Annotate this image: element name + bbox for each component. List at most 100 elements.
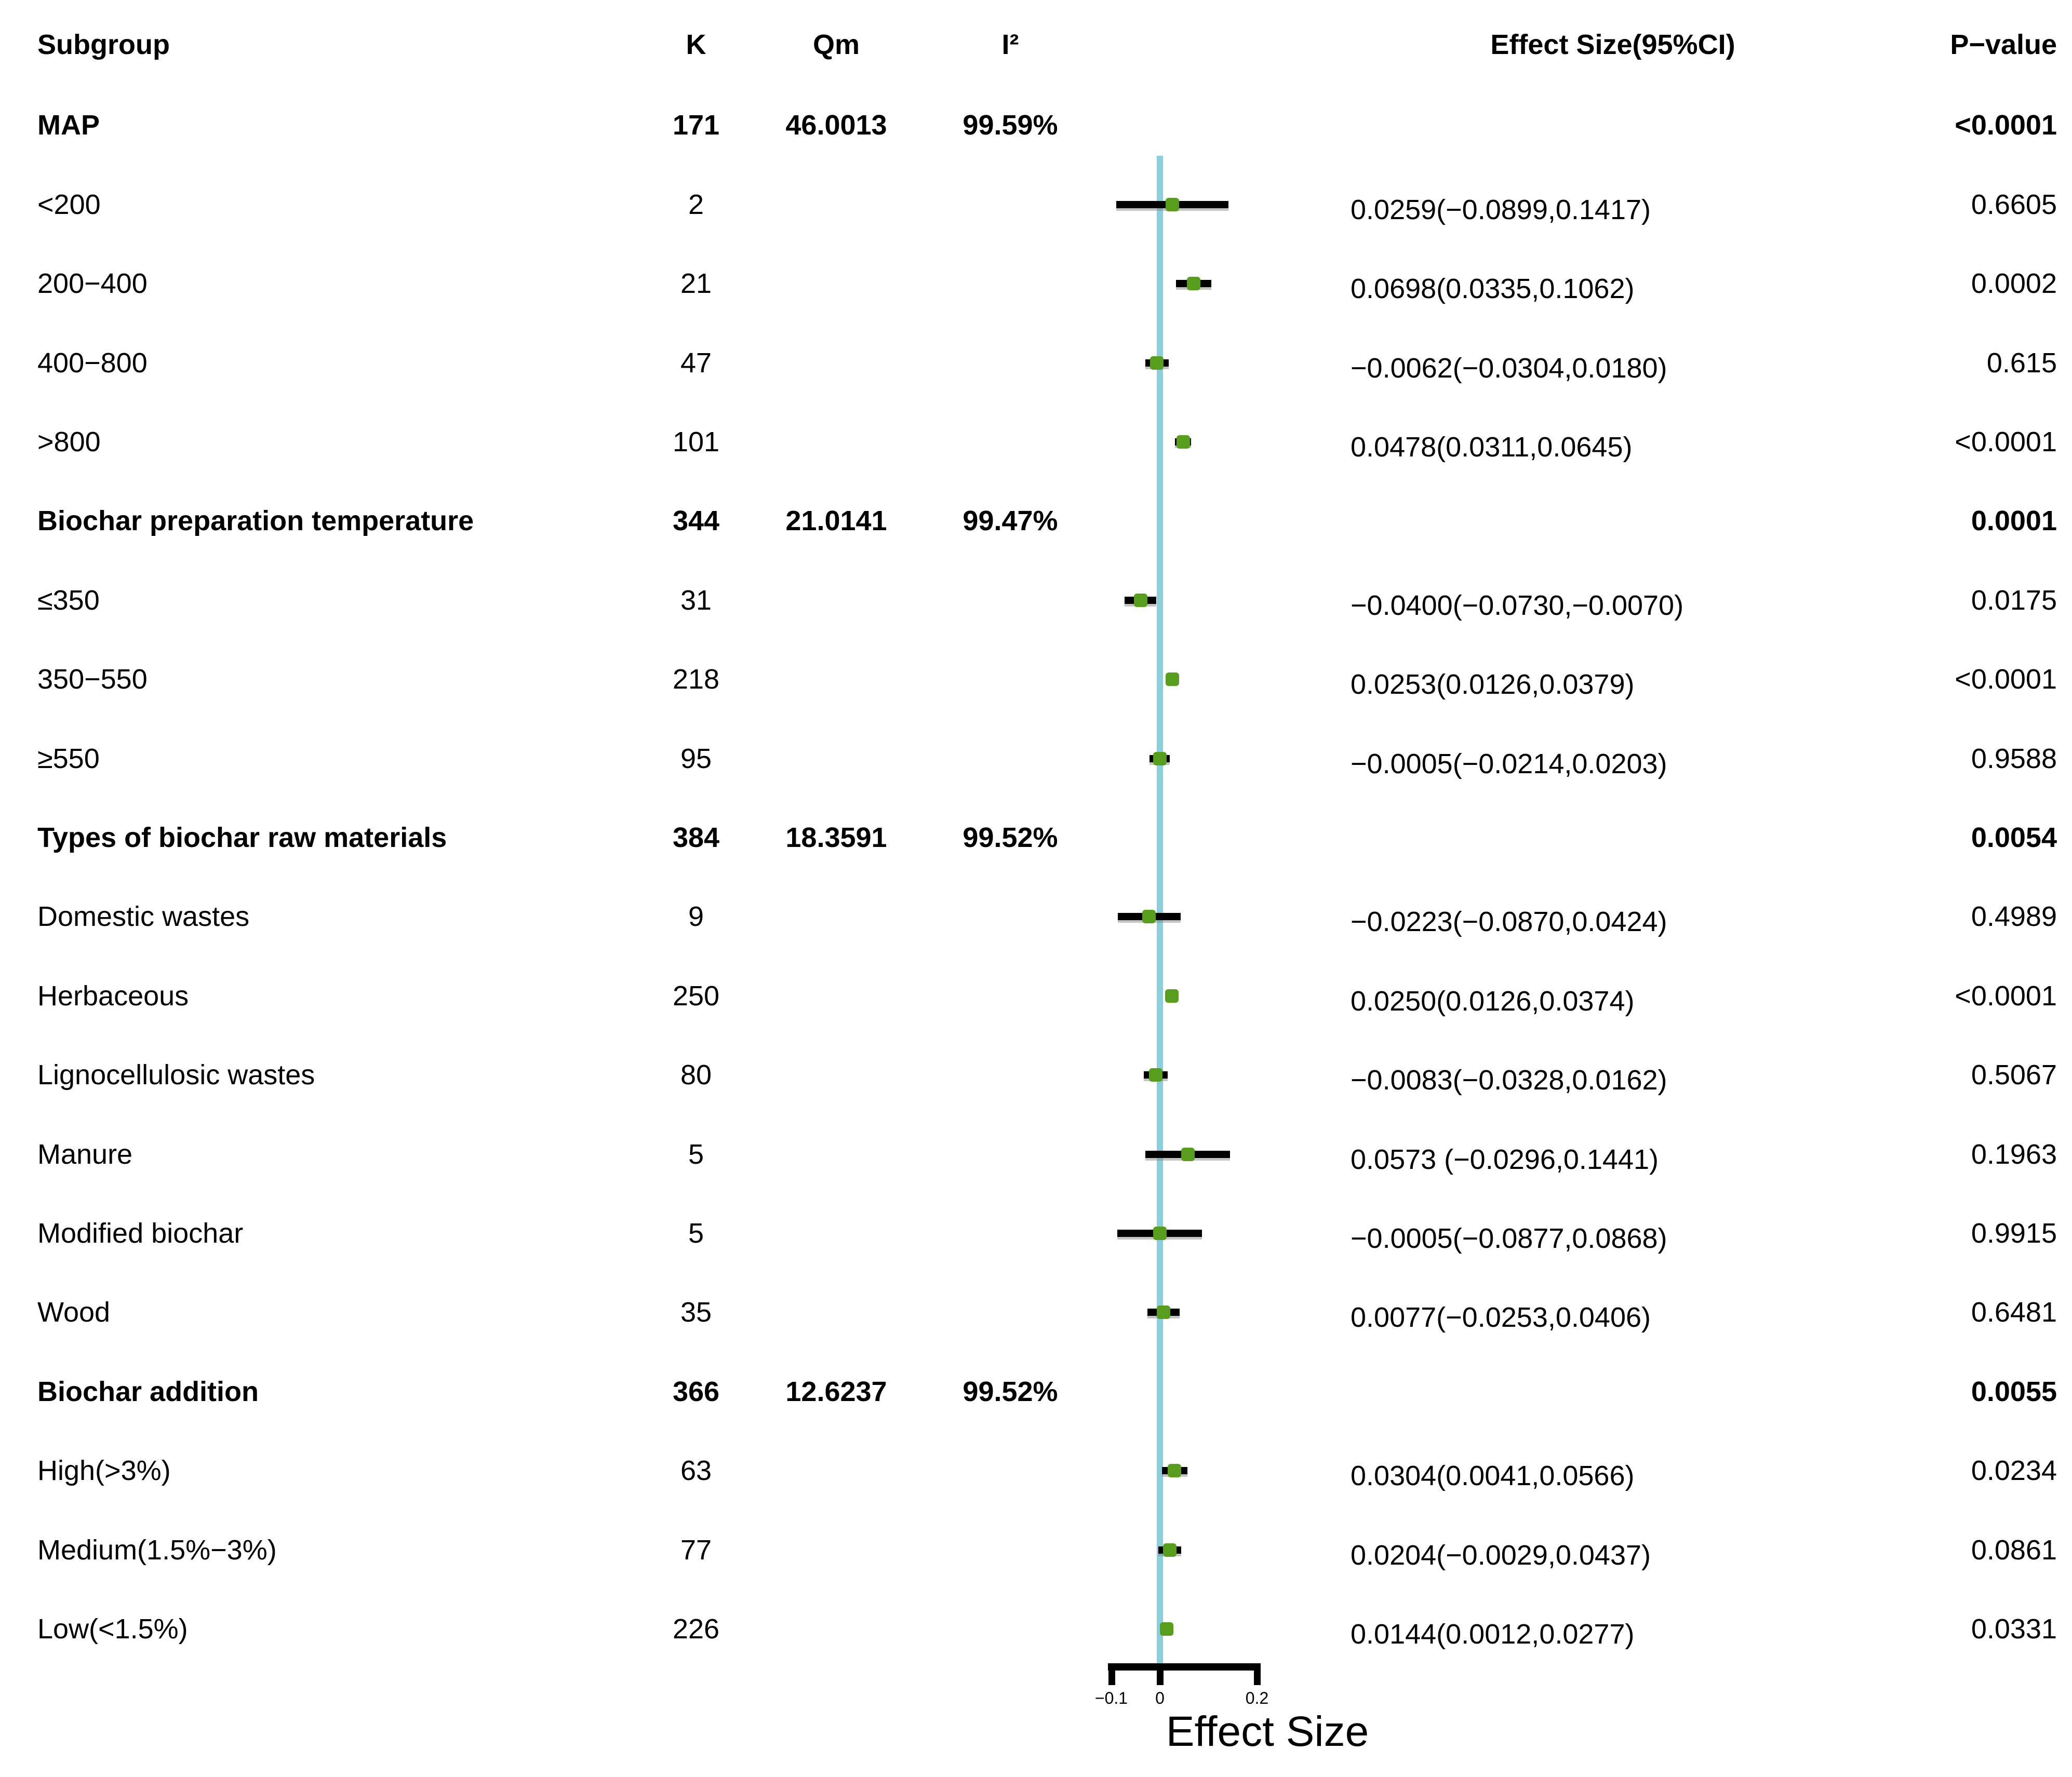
qm-value (753, 719, 919, 798)
qm-value: 18.3591 (785, 822, 887, 853)
subgroup-label: Manure (37, 1138, 133, 1170)
qm-value (753, 877, 919, 956)
forest-row: Lignocellulosic wastes 80 −0.0083(−0.0328,… (0, 1035, 2072, 1114)
p-value: 0.0001 (1971, 505, 2057, 537)
forest-row: >800 101 0.0478(0.0311,0.0645) <0.0001 (0, 402, 2072, 481)
k-value: 218 (672, 664, 720, 695)
k-value: 344 (672, 505, 720, 537)
effect-ci-text: −0.0005(−0.0877,0.0868) (1351, 1223, 1667, 1254)
p-value: 0.0002 (1971, 268, 2057, 300)
forest-row: ≤350 31 −0.0400(−0.0730,−0.0070) 0.0175 (0, 561, 2072, 640)
forest-row: Low(<1.5%) 226 0.0144(0.0012,0.0277) 0.0331 (0, 1590, 2072, 1668)
forest-row: Manure 5 0.0573 (−0.0296,0.1441) 0.1963 (0, 1115, 2072, 1194)
i2-value: 99.52% (963, 822, 1058, 853)
i2-value (925, 165, 1096, 244)
k-value: 80 (680, 1059, 712, 1091)
effect-ci-text: 0.0250(0.0126,0.0374) (1351, 985, 1635, 1017)
subgroup-label: Modified biochar (37, 1218, 244, 1249)
forest-row: 200−400 21 0.0698(0.0335,0.1062) 0.0002 (0, 244, 2072, 323)
p-value: 0.0054 (1971, 822, 2057, 853)
subgroup-label: Medium(1.5%−3%) (37, 1534, 277, 1566)
x-axis-title: Effect Size (1166, 1708, 1369, 1755)
forest-row: 350−550 218 0.0253(0.0126,0.0379) <0.0001 (0, 640, 2072, 719)
effect-ci-text: −0.0005(−0.0214,0.0203) (1351, 748, 1667, 779)
x-axis-line (1107, 1663, 1261, 1671)
p-value: 0.9588 (1971, 743, 2057, 774)
i2-value (925, 1115, 1096, 1194)
point-estimate-marker (1142, 910, 1156, 924)
point-estimate-marker (1166, 197, 1180, 211)
qm-value (753, 1273, 919, 1352)
effect-ci-text (1351, 91, 1875, 170)
subgroup-label: Low(<1.5%) (37, 1613, 188, 1645)
qm-value: 21.0141 (785, 505, 887, 537)
qm-value: 12.6237 (785, 1376, 887, 1407)
i2-value (925, 402, 1096, 481)
forest-row: Wood 35 0.0077(−0.0253,0.0406) 0.6481 (0, 1273, 2072, 1352)
qm-value (753, 402, 919, 481)
effect-ci-text: −0.0062(−0.0304,0.0180) (1351, 352, 1667, 384)
qm-value (753, 1431, 919, 1510)
point-estimate-marker (1150, 356, 1164, 370)
col-header-effect-size-ci: Effect Size(95%CI) (1490, 29, 1735, 60)
effect-ci-text: 0.0698(0.0335,0.1062) (1351, 273, 1635, 305)
forest-row: 400−800 47 −0.0062(−0.0304,0.0180) 0.615 (0, 324, 2072, 402)
forest-row: Types of biochar raw materials 384 18.3591… (0, 798, 2072, 877)
i2-value (925, 244, 1096, 323)
p-value: 0.0331 (1971, 1613, 2057, 1645)
effect-ci-text: 0.0253(0.0126,0.0379) (1351, 669, 1635, 701)
effect-ci-text (1351, 1357, 1875, 1436)
k-value: 5 (688, 1138, 704, 1170)
qm-value: 46.0013 (785, 110, 887, 141)
point-estimate-marker (1133, 593, 1147, 607)
x-axis-tick-label: 0 (1155, 1689, 1165, 1707)
i2-value (925, 1194, 1096, 1273)
p-value: 0.6481 (1971, 1297, 2057, 1328)
p-value: 0.4989 (1971, 901, 2057, 933)
k-value: 35 (680, 1297, 712, 1328)
forest-row: Modified biochar 5 −0.0005(−0.0877,0.0868)… (0, 1194, 2072, 1273)
k-value: 31 (680, 584, 712, 616)
forest-row: Herbaceous 250 0.0250(0.0126,0.0374) <0.000… (0, 957, 2072, 1035)
subgroup-label: High(>3%) (37, 1455, 171, 1487)
p-value: <0.0001 (1955, 980, 2057, 1012)
i2-value: 99.47% (963, 505, 1058, 537)
qm-value (753, 165, 919, 244)
k-value: 5 (688, 1218, 704, 1249)
effect-ci-text: 0.0304(0.0041,0.0566) (1351, 1460, 1635, 1492)
p-value: <0.0001 (1955, 664, 2057, 695)
i2-value (925, 1590, 1096, 1668)
x-axis-tick (1254, 1663, 1261, 1685)
qm-value (753, 1511, 919, 1590)
effect-ci-text: −0.0223(−0.0870,0.0424) (1351, 906, 1667, 938)
effect-ci-text: 0.0573 (−0.0296,0.1441) (1351, 1143, 1659, 1175)
p-value: 0.0055 (1971, 1376, 2057, 1407)
subgroup-label: ≥550 (37, 743, 100, 774)
k-value: 226 (672, 1613, 720, 1645)
col-header-qm: Qm (812, 29, 860, 60)
p-value: 0.9915 (1971, 1218, 2057, 1249)
point-estimate-marker (1168, 1464, 1182, 1478)
zero-reference-line (1157, 156, 1163, 1668)
i2-value (925, 877, 1096, 956)
forest-row: <200 2 0.0259(−0.0899,0.1417) 0.6605 (0, 165, 2072, 244)
forest-row: Domestic wastes 9 −0.0223(−0.0870,0.0424) 0… (0, 877, 2072, 956)
k-value: 384 (672, 822, 720, 853)
i2-value (925, 719, 1096, 798)
i2-value (925, 1511, 1096, 1590)
forest-row: Biochar preparation temperature 344 21.014… (0, 481, 2072, 560)
point-estimate-marker (1165, 989, 1179, 1003)
point-estimate-marker (1153, 751, 1167, 765)
effect-ci-text: −0.0083(−0.0328,0.0162) (1351, 1065, 1667, 1096)
forest-row: ≥550 95 −0.0005(−0.0214,0.0203) 0.9588 (0, 719, 2072, 798)
subgroup-label: <200 (37, 189, 101, 220)
p-value: <0.0001 (1955, 110, 2057, 141)
k-value: 9 (688, 901, 704, 933)
subgroup-label: 350−550 (37, 664, 148, 695)
k-value: 63 (680, 1455, 712, 1487)
col-header-k: K (686, 29, 706, 60)
effect-ci-text: 0.0077(−0.0253,0.0406) (1351, 1302, 1651, 1334)
forest-row: MAP 171 46.0013 99.59% <0.0001 (0, 86, 2072, 165)
p-value: 0.0175 (1971, 584, 2057, 616)
col-header-p-value: P−value (1950, 29, 2057, 60)
